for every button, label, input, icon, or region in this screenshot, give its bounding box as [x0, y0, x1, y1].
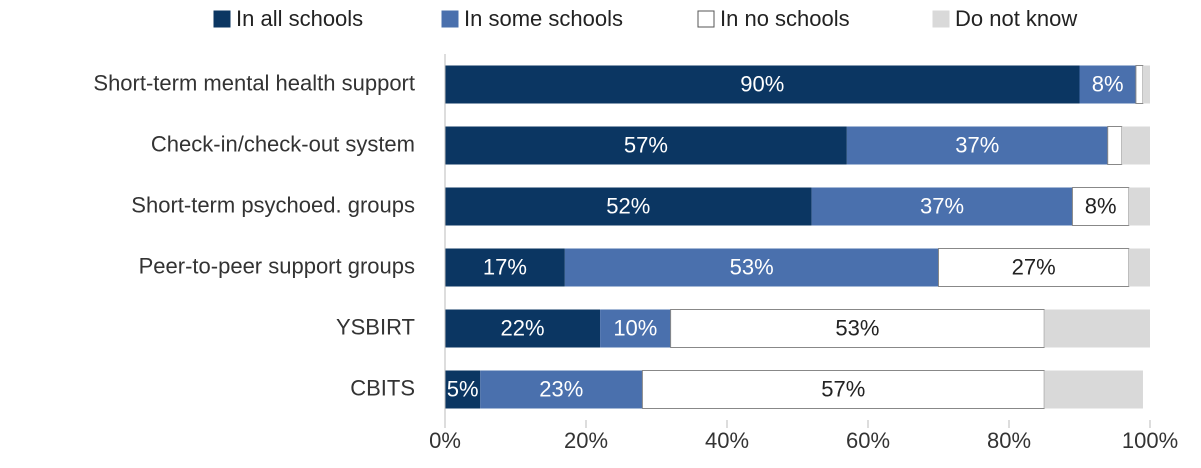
bar-segment — [600, 309, 671, 348]
data-label: 90% — [740, 71, 784, 96]
category-label: Check-in/check-out system — [151, 131, 415, 156]
data-label: 8% — [1092, 71, 1124, 96]
data-label: 5% — [447, 376, 479, 401]
bar-segment — [480, 370, 643, 409]
bar-segment — [445, 65, 1080, 104]
x-tick-label: 60% — [846, 428, 890, 453]
legend-swatch — [213, 10, 231, 28]
x-tick-label: 80% — [987, 428, 1031, 453]
legend-swatch — [441, 10, 459, 28]
legend-swatch — [932, 10, 950, 28]
bar-segment — [564, 248, 939, 287]
legend-label: In no schools — [720, 6, 850, 31]
data-label: 37% — [955, 132, 999, 157]
bar-segment — [445, 248, 565, 287]
bar-segment — [1142, 65, 1150, 104]
x-tick-label: 0% — [429, 428, 461, 453]
bar-segment — [445, 126, 847, 165]
x-tick-label: 100% — [1122, 428, 1178, 453]
bar-segment — [1128, 187, 1150, 226]
bar-segment — [1135, 65, 1144, 104]
legend-label: In some schools — [464, 6, 623, 31]
legend-label: In all schools — [236, 6, 363, 31]
bar-segment — [1071, 187, 1130, 226]
bar-segment — [445, 187, 812, 226]
bar-segment — [846, 126, 1108, 165]
data-label: 53% — [835, 315, 879, 340]
bar-segment — [641, 370, 1045, 409]
category-label: Peer-to-peer support groups — [139, 253, 415, 278]
category-label: YSBIRT — [336, 314, 415, 339]
bar-segment — [1044, 370, 1143, 409]
data-label: 22% — [501, 315, 545, 340]
data-label: 27% — [1012, 254, 1056, 279]
data-label: 8% — [1085, 193, 1117, 218]
bar-segment — [670, 309, 1045, 348]
legend-swatch — [697, 10, 715, 28]
category-label: Short-term mental health support — [93, 70, 415, 95]
x-tick-label: 40% — [705, 428, 749, 453]
bar-segment — [445, 370, 481, 409]
data-label: 10% — [613, 315, 657, 340]
data-label: 37% — [920, 193, 964, 218]
data-label: 23% — [539, 376, 583, 401]
data-label: 17% — [483, 254, 527, 279]
bar-segment — [445, 309, 601, 348]
bar-segment — [1128, 248, 1150, 287]
data-label: 52% — [606, 193, 650, 218]
x-tick-label: 20% — [564, 428, 608, 453]
category-label: CBITS — [350, 375, 415, 400]
bar-segment — [1121, 126, 1150, 165]
data-label: 53% — [730, 254, 774, 279]
bar-segment — [1107, 126, 1123, 165]
bar-segment — [1044, 309, 1150, 348]
data-label: 57% — [821, 376, 865, 401]
bar-segment — [811, 187, 1073, 226]
legend-label: Do not know — [955, 6, 1077, 31]
bar-segment — [1079, 65, 1136, 104]
data-label: 57% — [624, 132, 668, 157]
category-label: Short-term psychoed. groups — [131, 192, 415, 217]
